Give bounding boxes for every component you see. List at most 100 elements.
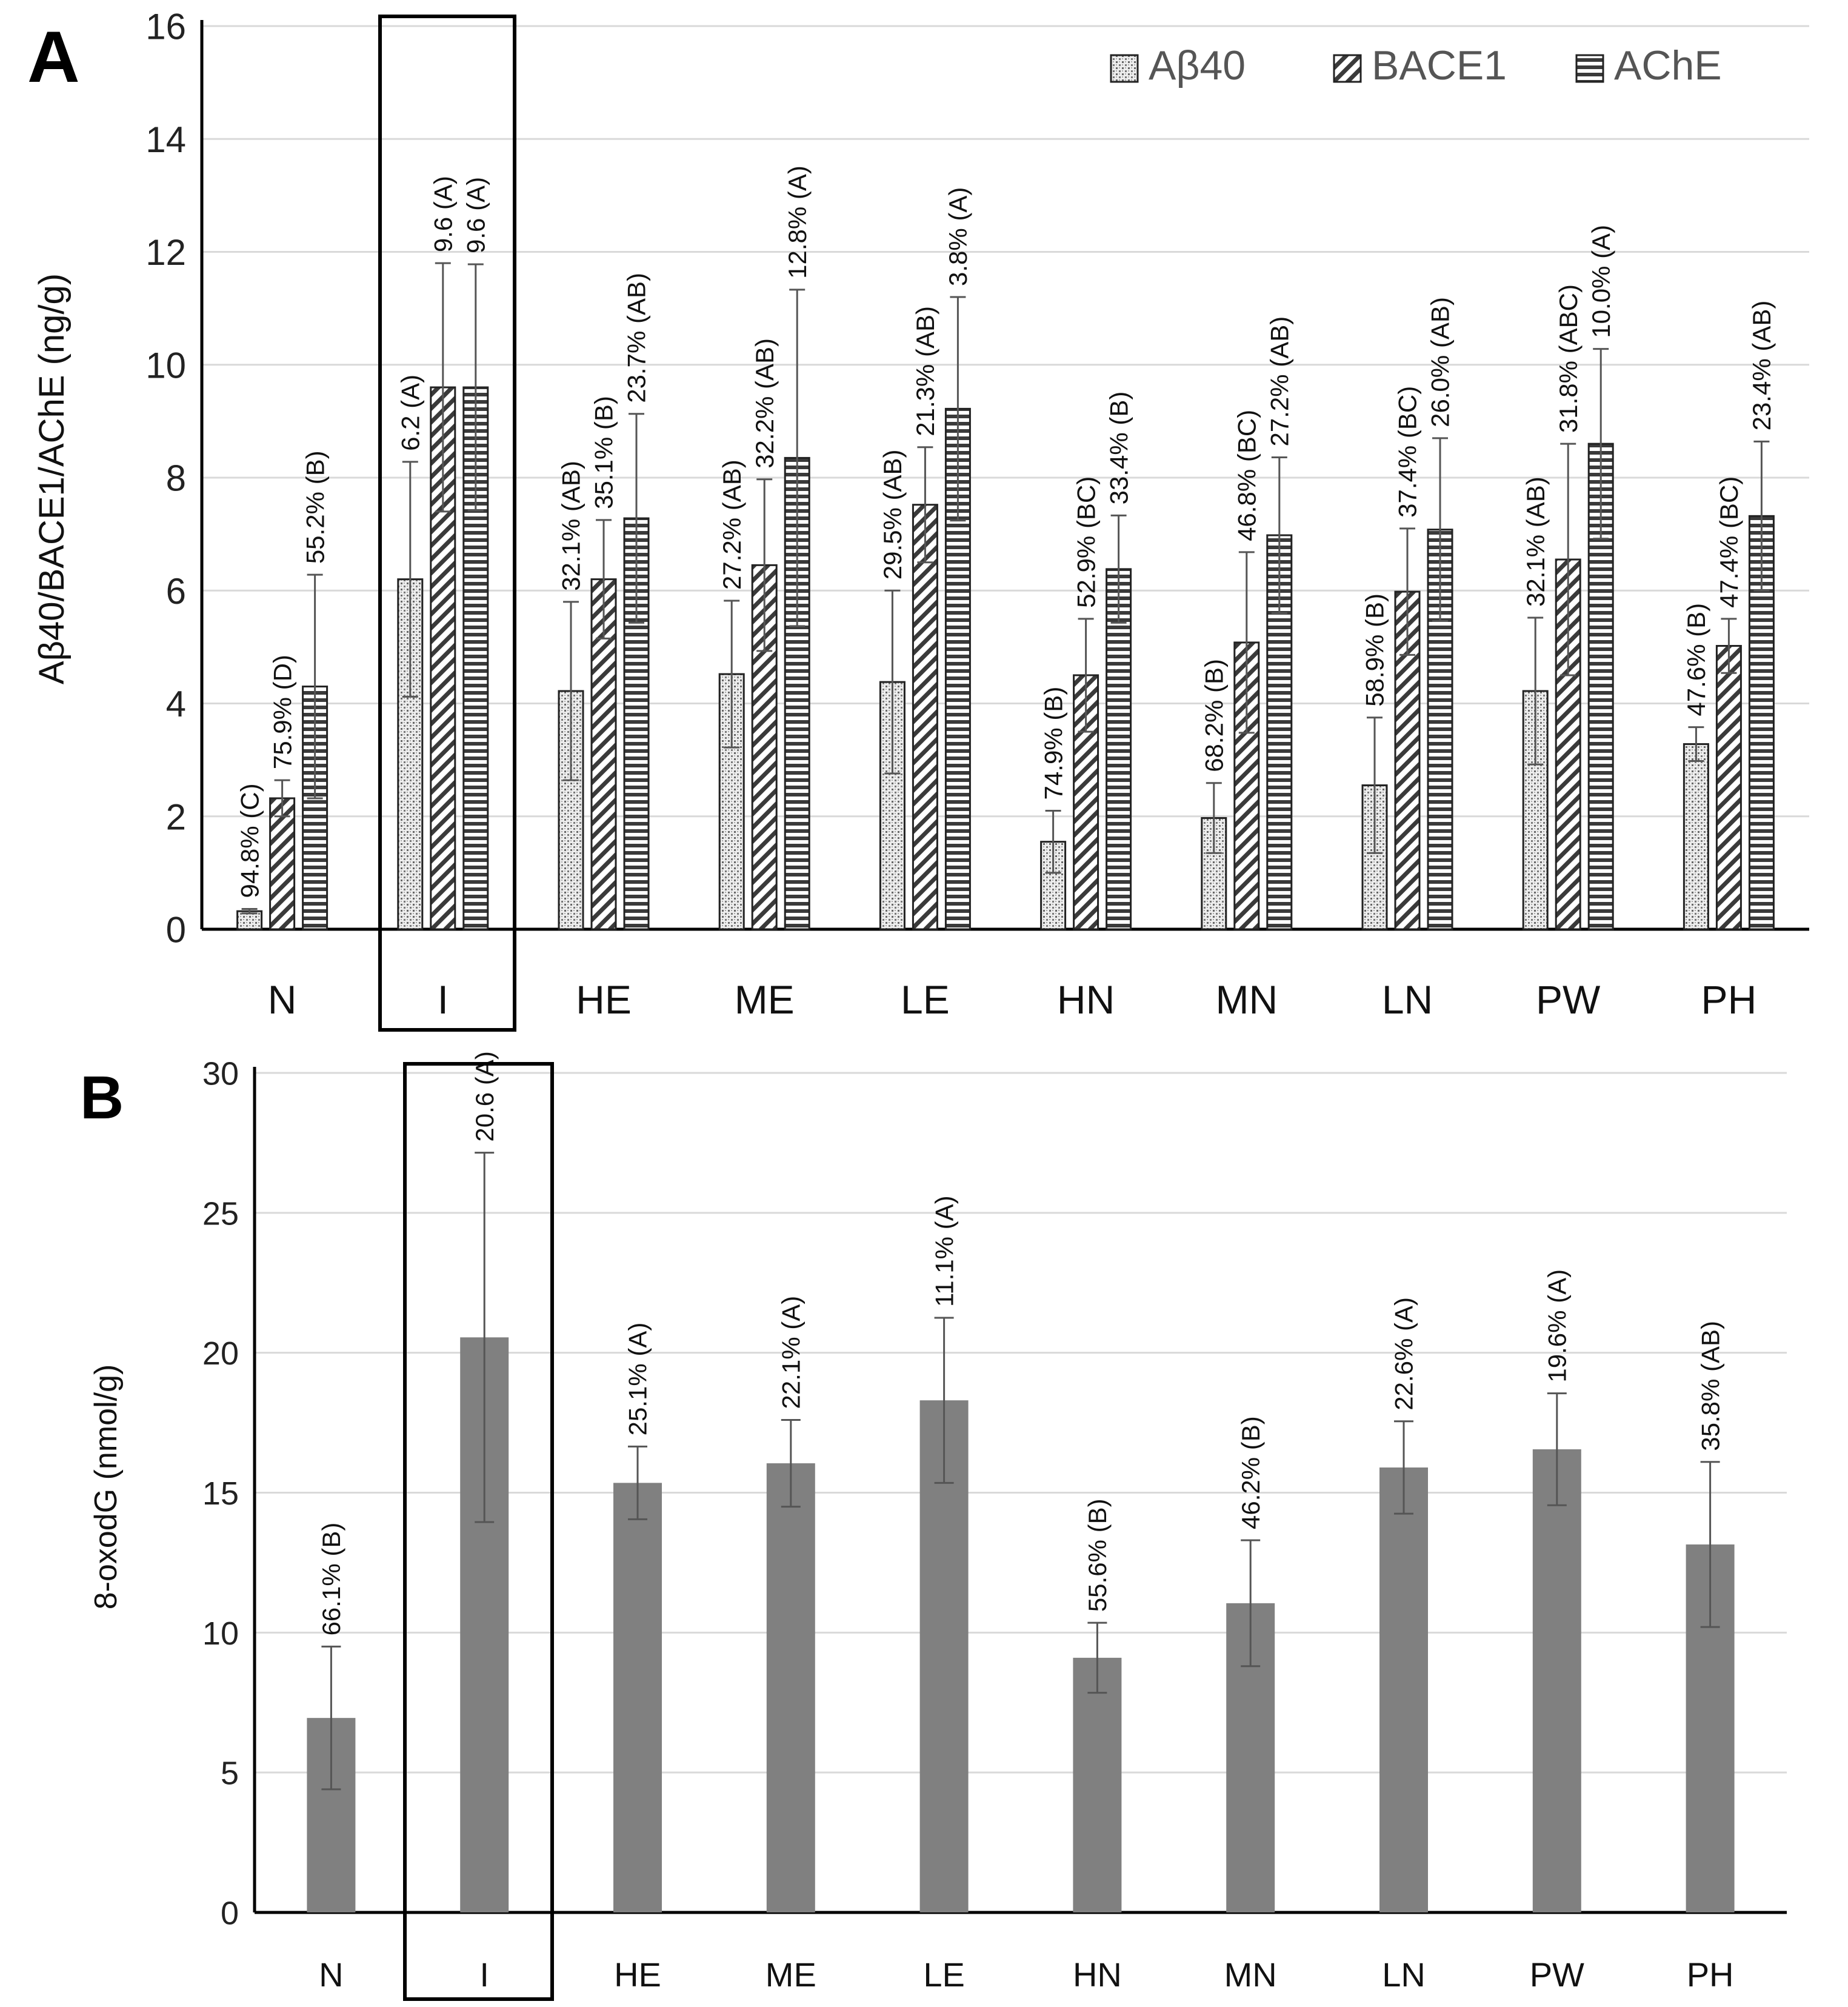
- bar-8-oxodg-me: [766, 1463, 815, 1912]
- legend-swatch-a-40: [1110, 54, 1139, 83]
- y-tick-label: 25: [202, 1195, 239, 1232]
- x-tick-label-le: LE: [901, 977, 950, 1022]
- x-tick-label-le: LE: [923, 1955, 965, 1994]
- bar-a-40-ph: [1683, 743, 1709, 930]
- data-label-bace1-he: 35.1% (B): [590, 396, 618, 509]
- data-label-a-40-mn: 68.2% (B): [1200, 659, 1229, 772]
- bar-a-40-he: [558, 690, 584, 930]
- legend-label-ache: AChE: [1614, 42, 1722, 88]
- legend-swatch-ache: [1575, 54, 1604, 83]
- y-tick-label: 5: [221, 1755, 239, 1792]
- data-label-8-oxodg-he: 25.1% (A): [624, 1323, 652, 1436]
- x-tick-label-ln: LN: [1382, 977, 1433, 1022]
- data-label-a-40-i: 6.2 (A): [396, 375, 425, 451]
- data-label-a-40-ph: 47.6% (B): [1682, 603, 1710, 716]
- y-tick-label: 6: [166, 571, 186, 612]
- y-tick-label: 8: [166, 458, 186, 499]
- data-label-a-40-he: 32.1% (AB): [557, 461, 585, 591]
- x-tick-label-ln: LN: [1382, 1955, 1426, 1994]
- data-label-ache-n: 55.2% (B): [301, 450, 329, 564]
- bar-a-40-ln: [1361, 784, 1388, 930]
- data-label-8-oxodg-ph: 35.8% (AB): [1696, 1321, 1724, 1451]
- y-tick-label: 12: [145, 232, 186, 273]
- y-tick-label: 10: [145, 345, 186, 386]
- panel-a-chart: 0 2 4 6 8 10 12 14 16 Aβ40/BACE1/AChE (ng/g) N I HE M…: [32, 7, 1809, 1032]
- x-tick-label-ph: PH: [1687, 1955, 1734, 1994]
- data-label-bace1-i: 9.6 (A): [429, 176, 458, 252]
- data-label-bace1-ln: 37.4% (BC): [1393, 386, 1422, 518]
- data-label-bace1-ph: 47.4% (BC): [1715, 476, 1743, 608]
- legend-label-bace1: BACE1: [1372, 42, 1507, 88]
- x-tick-label-me: ME: [766, 1955, 816, 1994]
- data-label-ache-le: 3.8% (A): [944, 187, 972, 286]
- x-tick-label-mn: MN: [1224, 1955, 1277, 1994]
- x-tick-label-pw: PW: [1536, 977, 1601, 1022]
- y-tick-label: 4: [166, 684, 186, 724]
- x-tick-label-n: N: [268, 977, 297, 1022]
- data-label-a-40-n: 94.8% (C): [235, 783, 264, 898]
- data-label-ache-ln: 26.0% (AB): [1426, 297, 1455, 427]
- bar-8-oxodg-ln: [1379, 1467, 1428, 1912]
- data-label-ache-ph: 23.4% (AB): [1747, 301, 1776, 431]
- bar-ache-hn: [1106, 568, 1132, 930]
- data-label-8-oxodg-pw: 19.6% (A): [1543, 1269, 1572, 1383]
- panel-a-letter: A: [27, 16, 80, 98]
- x-tick-label-mn: MN: [1215, 977, 1278, 1022]
- bar-8-oxodg-le: [919, 1400, 969, 1912]
- y-tick-label: 16: [145, 7, 186, 47]
- data-label-8-oxodg-hn: 55.6% (B): [1083, 1498, 1112, 1612]
- bar-8-oxodg-he: [613, 1483, 662, 1912]
- y-tick-label: 0: [221, 1895, 239, 1931]
- data-label-ache-me: 12.8% (A): [783, 165, 812, 279]
- data-label-bace1-me: 32.2% (AB): [750, 338, 779, 469]
- x-tick-label-hn: HN: [1057, 977, 1115, 1022]
- y-tick-label: 30: [202, 1055, 239, 1092]
- data-label-bace1-pw: 31.8% (ABC): [1554, 284, 1583, 433]
- y-axis-title: 8-oxodG (nmol/g): [88, 1364, 124, 1610]
- bar-bace1-ph: [1715, 645, 1742, 930]
- y-tick-label: 10: [202, 1615, 239, 1652]
- data-label-a-40-ln: 58.9% (B): [1361, 593, 1389, 707]
- x-tick-label-me: ME: [735, 977, 795, 1022]
- y-tick-label: 0: [166, 910, 186, 950]
- x-tick-label-pw: PW: [1530, 1955, 1584, 1994]
- data-label-a-40-pw: 32.1% (AB): [1521, 476, 1550, 607]
- data-label-8-oxodg-i: 20.6 (A): [470, 1051, 499, 1141]
- data-label-8-oxodg-le: 11.1% (A): [930, 1195, 958, 1307]
- legend-swatch-bace1: [1333, 54, 1362, 83]
- panel-b-chart: 0 5 10 15 20 25 30 8-oxodG (nmol/g) N I HE ME LE HN MN…: [88, 1051, 1787, 2001]
- data-label-bace1-mn: 46.8% (BC): [1233, 410, 1261, 541]
- x-tick-label-hn: HN: [1073, 1955, 1122, 1994]
- bar-bace1-le: [912, 504, 938, 930]
- x-tick-label-he: HE: [614, 1955, 661, 1994]
- x-tick-label-ph: PH: [1701, 977, 1757, 1022]
- data-label-a-40-hn: 74.9% (B): [1039, 687, 1067, 800]
- x-tick-label-he: HE: [576, 977, 632, 1022]
- highlight-box-i: [403, 1062, 554, 2001]
- data-label-8-oxodg-n: 66.1% (B): [317, 1523, 345, 1636]
- bar-a-40-mn: [1201, 817, 1227, 930]
- y-tick-label: 2: [166, 796, 186, 837]
- data-label-ache-mn: 27.2% (AB): [1266, 316, 1294, 447]
- bar-bace1-n: [269, 797, 296, 930]
- data-label-8-oxodg-mn: 46.2% (B): [1236, 1416, 1265, 1529]
- x-tick-label-i: I: [479, 1955, 489, 1994]
- data-label-bace1-hn: 52.9% (BC): [1072, 476, 1100, 608]
- y-tick-label: 20: [202, 1335, 239, 1372]
- data-label-8-oxodg-ln: 22.6% (A): [1390, 1297, 1418, 1411]
- data-label-ache-pw: 10.0% (A): [1587, 225, 1615, 338]
- data-label-bace1-n: 75.9% (D): [268, 655, 296, 769]
- highlight-box-i: [378, 15, 516, 1032]
- x-tick-label-i: I: [438, 977, 449, 1022]
- bar-8-oxodg-hn: [1073, 1657, 1122, 1912]
- data-label-a-40-le: 29.5% (AB): [878, 449, 907, 579]
- data-label-bace1-le: 21.3% (AB): [911, 306, 939, 436]
- panel-b-letter: B: [80, 1064, 124, 1132]
- bar-8-oxodg-pw: [1532, 1449, 1581, 1912]
- legend-label-a-40: Aβ40: [1149, 42, 1246, 88]
- data-label-a-40-me: 27.2% (AB): [718, 459, 746, 590]
- y-axis-title: Aβ40/BACE1/AChE (ng/g): [32, 273, 72, 684]
- y-tick-label: 14: [145, 119, 186, 160]
- data-label-ache-he: 23.7% (AB): [622, 273, 651, 403]
